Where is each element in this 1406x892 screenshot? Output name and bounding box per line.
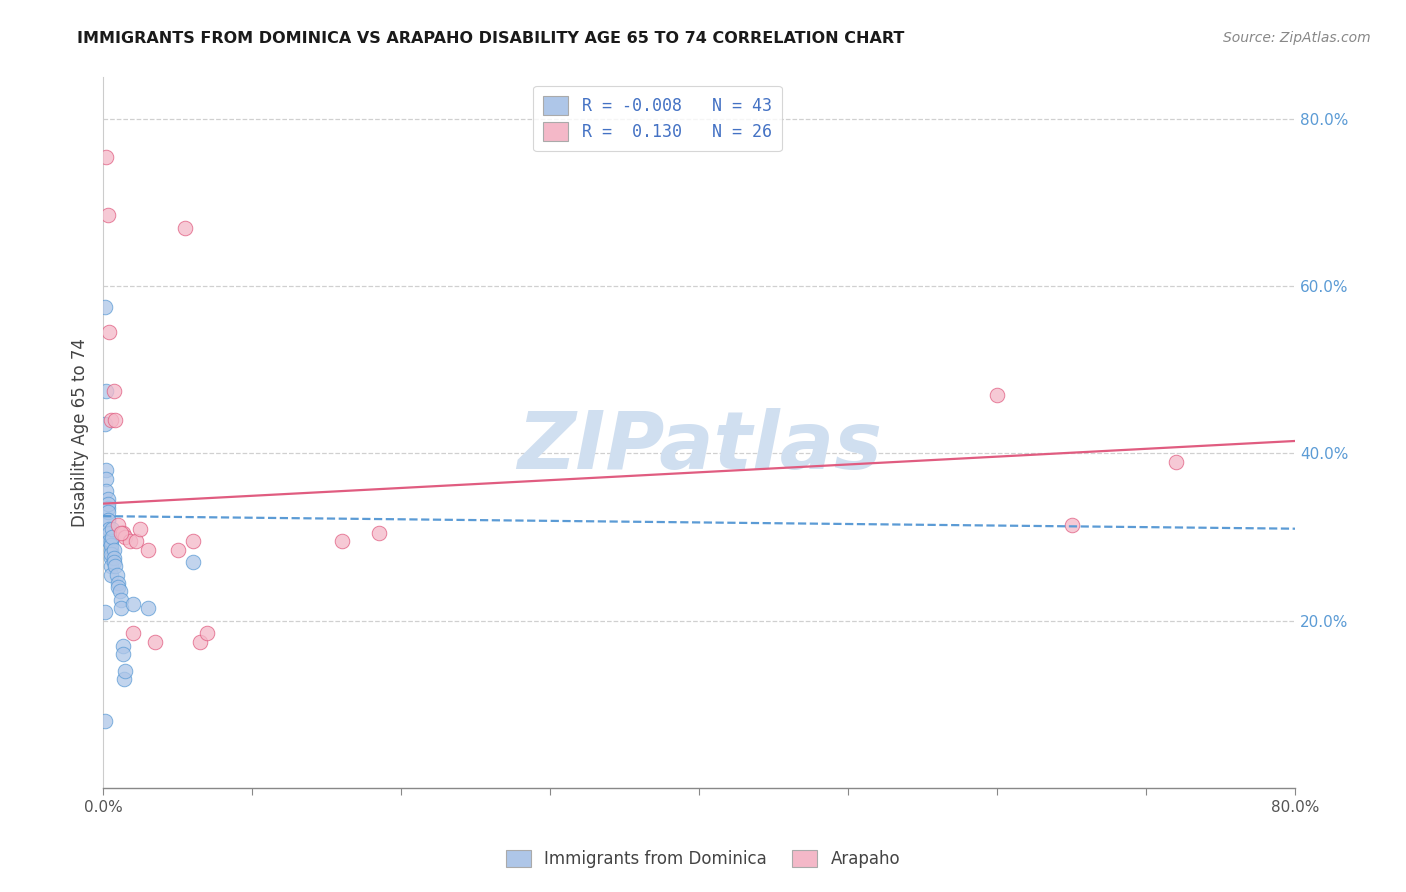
Point [100,547,122,561]
Point [105,567,128,582]
Point [103,384,125,398]
Point [93,605,115,619]
Point [100,534,122,549]
Text: IMMIGRANTS FROM DOMINICA VS ARAPAHO DISABILITY AGE 65 TO 74 CORRELATION CHART: IMMIGRANTS FROM DOMINICA VS ARAPAHO DISA… [77,31,904,46]
Point [97,513,120,527]
Point [330,534,353,549]
Y-axis label: Disability Age 65 to 74: Disability Age 65 to 74 [72,338,89,527]
Point [93,417,115,432]
Point [107,517,129,532]
Point [174,220,197,235]
Point [100,538,122,552]
Point [100,413,122,427]
Point [97,505,120,519]
Point [122,626,145,640]
Point [136,542,159,557]
Point [114,664,136,678]
Point [111,647,134,661]
Point [94,484,117,499]
Point [93,300,115,314]
Point [112,672,135,686]
Point [118,534,141,549]
Point [1060,517,1083,532]
Point [110,525,132,540]
Point [97,497,120,511]
Point [125,534,148,549]
Text: ZIPatlas: ZIPatlas [517,408,882,486]
Point [188,634,211,648]
Point [94,472,117,486]
Point [166,542,188,557]
Point [103,555,125,569]
Point [101,530,124,544]
Point [100,551,122,566]
Point [108,584,131,599]
Point [97,513,120,527]
Point [104,559,127,574]
Point [94,150,117,164]
Point [104,413,127,427]
Point [97,492,120,507]
Point [98,525,121,540]
Legend: Immigrants from Dominica, Arapaho: Immigrants from Dominica, Arapaho [499,843,907,875]
Point [94,384,117,398]
Point [98,522,121,536]
Point [100,567,122,582]
Point [98,534,121,549]
Point [94,463,117,477]
Point [101,522,124,536]
Legend: R = -0.008   N = 43, R =  0.130   N = 26: R = -0.008 N = 43, R = 0.130 N = 26 [533,86,782,151]
Point [181,555,204,569]
Point [107,580,129,594]
Point [97,208,120,222]
Point [100,559,122,574]
Point [197,626,219,640]
Point [111,639,134,653]
Point [143,634,166,648]
Point [107,576,129,591]
Point [122,597,145,611]
Point [93,714,115,728]
Point [1166,455,1188,469]
Point [97,500,120,515]
Point [103,542,125,557]
Point [181,534,204,549]
Point [136,601,159,615]
Text: Source: ZipAtlas.com: Source: ZipAtlas.com [1223,31,1371,45]
Point [986,388,1008,402]
Point [367,525,389,540]
Point [129,522,152,536]
Point [98,326,121,340]
Point [110,592,132,607]
Point [103,551,125,566]
Point [110,601,132,615]
Point [114,530,136,544]
Point [100,542,122,557]
Point [111,525,134,540]
